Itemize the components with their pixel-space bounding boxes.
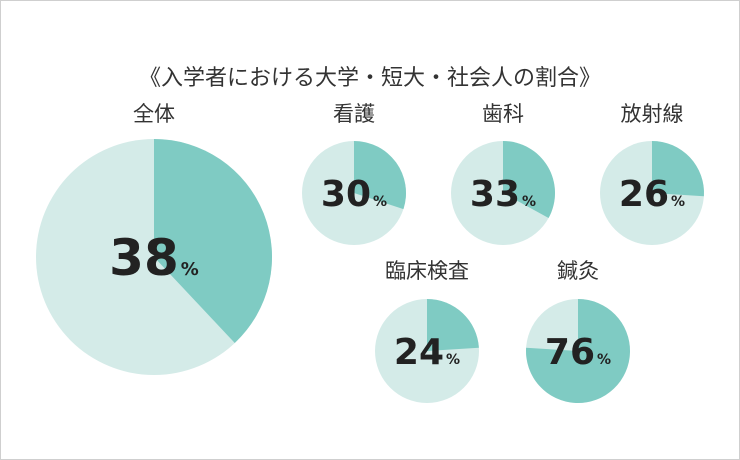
pie-3: 歯科 33%	[451, 102, 556, 245]
pie-5: 臨床検査 24%	[375, 259, 479, 403]
pie-value-label: 30%	[321, 174, 387, 215]
pie-share-slice	[652, 141, 705, 197]
pie-share-slice	[503, 141, 556, 219]
pie-value-label: 38%	[109, 229, 199, 287]
pie-share-slice	[354, 141, 406, 210]
pie-category-label: 全体	[133, 102, 175, 126]
pie-value-label: 24%	[394, 332, 460, 373]
pie-share-slice	[154, 139, 273, 344]
pie-category-label: 看護	[333, 102, 375, 126]
pie-category-label: 鍼灸	[557, 259, 599, 283]
pie-share-slice	[427, 299, 479, 351]
chart-title: 《入学者における大学・短大・社会人の割合》	[139, 66, 601, 91]
pie-value-label: 33%	[470, 174, 536, 215]
pie-6: 鍼灸 76%	[525, 259, 630, 403]
pie-4: 放射線 26%	[600, 102, 705, 245]
pie-category-label: 歯科	[482, 102, 524, 126]
pie-group: 全体 38 % 看護 30 % 歯科 33 % 放射線 26 % 臨床検査 24 % 鍼灸 76%	[36, 102, 705, 403]
pie-1: 全体 38%	[36, 102, 273, 375]
pie-category-label: 臨床検査	[385, 259, 469, 283]
pie-value-label: 26%	[619, 174, 685, 215]
pie-value-label: 76%	[545, 332, 611, 373]
pie-category-label: 放射線	[621, 102, 684, 126]
pie-share-slice	[525, 299, 630, 403]
pie-2: 看護 30%	[302, 102, 406, 245]
